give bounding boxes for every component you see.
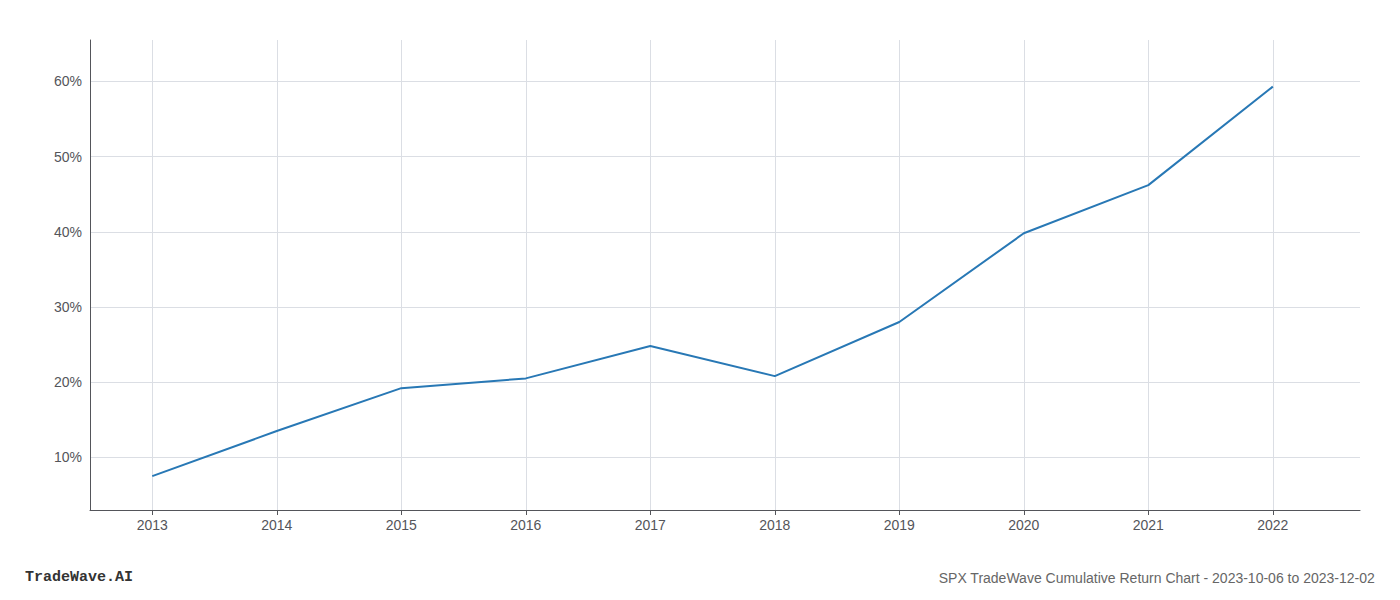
svg-text:50%: 50%	[54, 149, 82, 165]
svg-text:2014: 2014	[261, 517, 292, 533]
svg-text:2013: 2013	[137, 517, 168, 533]
svg-text:TradeWave.AI: TradeWave.AI	[25, 569, 133, 586]
svg-text:40%: 40%	[54, 224, 82, 240]
svg-text:2016: 2016	[510, 517, 541, 533]
svg-text:20%: 20%	[54, 374, 82, 390]
svg-text:2021: 2021	[1133, 517, 1164, 533]
svg-text:SPX TradeWave Cumulative Retur: SPX TradeWave Cumulative Return Chart - …	[939, 570, 1375, 586]
svg-text:2022: 2022	[1257, 517, 1288, 533]
svg-text:2019: 2019	[884, 517, 915, 533]
svg-text:10%: 10%	[54, 449, 82, 465]
svg-text:30%: 30%	[54, 299, 82, 315]
svg-text:60%: 60%	[54, 73, 82, 89]
svg-text:2018: 2018	[759, 517, 790, 533]
svg-text:2020: 2020	[1008, 517, 1039, 533]
svg-text:2017: 2017	[635, 517, 666, 533]
svg-text:2015: 2015	[386, 517, 417, 533]
